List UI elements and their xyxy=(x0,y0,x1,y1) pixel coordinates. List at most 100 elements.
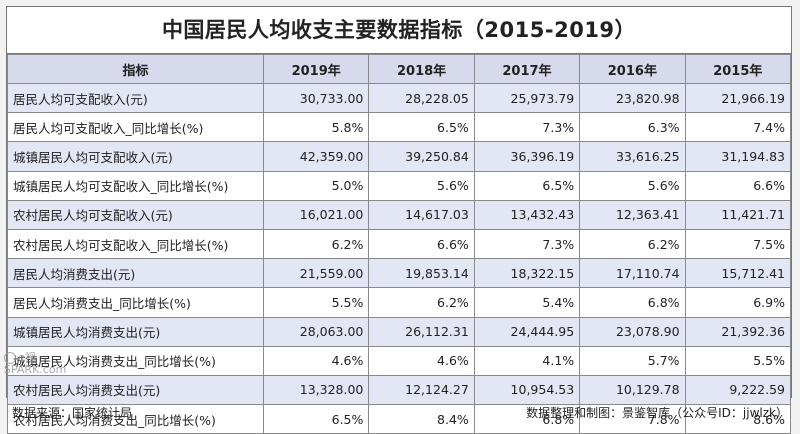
table-header-row: 指标 2019年 2018年 2017年 2016年 2015年 xyxy=(7,54,792,84)
value-cell: 6.5% xyxy=(473,170,581,201)
row-label: 农村居民人均可支配收入_同比增长(%) xyxy=(7,228,264,260)
value-cell: 5.4% xyxy=(473,287,581,318)
value-cell: 7.4% xyxy=(684,112,792,143)
value-cell: 25,973.79 xyxy=(473,82,581,114)
value-cell: 21,966.19 xyxy=(684,82,792,114)
value-cell: 7.8% xyxy=(579,404,686,434)
value-cell: 4.6% xyxy=(262,345,370,376)
value-cell: 6.6% xyxy=(684,170,792,201)
row-label: 城镇居民人均可支配收入_同比增长(%) xyxy=(7,170,264,201)
row-label: 农村居民人均可支配收入(元) xyxy=(7,199,264,230)
header-2017: 2017年 xyxy=(473,54,581,84)
table-row: 城镇居民人均消费支出(元) 28,063.00 26,112.31 24,444.95… xyxy=(7,316,792,347)
row-label: 城镇居民人均可支配收入(元) xyxy=(7,141,264,172)
value-cell: 12,124.27 xyxy=(368,374,475,406)
value-cell: 31,194.83 xyxy=(684,141,792,172)
table-row: 城镇居民人均消费支出_同比增长(%) 4.6% 4.6% 4.1% 5.7% 5.5% xyxy=(7,345,792,376)
header-2016: 2016年 xyxy=(579,54,686,84)
value-cell: 23,820.98 xyxy=(579,82,686,114)
value-cell: 7.5% xyxy=(684,228,792,260)
value-cell: 11,421.71 xyxy=(684,199,792,230)
value-cell: 9,222.59 xyxy=(684,374,792,406)
value-cell: 6.3% xyxy=(579,112,686,143)
row-label: 居民人均消费支出(元) xyxy=(7,258,264,289)
row-label: 城镇居民人均消费支出_同比增长(%) xyxy=(7,345,264,376)
watermark: e视 SPARK.com xyxy=(4,352,66,376)
value-cell: 10,954.53 xyxy=(473,374,581,406)
value-cell: 24,444.95 xyxy=(473,316,581,347)
value-cell: 6.6% xyxy=(368,228,475,260)
table-row: 农村居民人均可支配收入_同比增长(%) 6.2% 6.6% 7.3% 6.2% 7.5% xyxy=(7,228,792,260)
value-cell: 8.6% xyxy=(684,404,792,434)
value-cell: 12,363.41 xyxy=(579,199,686,230)
value-cell: 30,733.00 xyxy=(262,82,370,114)
value-cell: 13,432.43 xyxy=(473,199,581,230)
value-cell: 36,396.19 xyxy=(473,141,581,172)
value-cell: 42,359.00 xyxy=(262,141,370,172)
header-2015: 2015年 xyxy=(684,54,792,84)
value-cell: 6.5% xyxy=(368,112,475,143)
row-label: 居民人均可支配收入(元) xyxy=(7,82,264,114)
value-cell: 6.2% xyxy=(368,287,475,318)
value-cell: 39,250.84 xyxy=(368,141,475,172)
value-cell: 17,110.74 xyxy=(579,258,686,289)
value-cell: 5.0% xyxy=(262,170,370,201)
table-row: 城镇居民人均可支配收入(元) 42,359.00 39,250.84 36,396.1… xyxy=(7,141,792,172)
value-cell: 4.6% xyxy=(368,345,475,376)
value-cell: 28,228.05 xyxy=(368,82,475,114)
value-cell: 6.8% xyxy=(473,404,581,434)
value-cell: 21,392.36 xyxy=(684,316,792,347)
value-cell: 5.8% xyxy=(262,112,370,143)
value-cell: 16,021.00 xyxy=(262,199,370,230)
value-cell: 7.3% xyxy=(473,228,581,260)
watermark-text-top: e视 xyxy=(18,351,36,364)
value-cell: 6.2% xyxy=(579,228,686,260)
watermark-text-bottom: SPARK.com xyxy=(4,363,67,376)
value-cell: 7.3% xyxy=(473,112,581,143)
watermark-logo-icon xyxy=(4,352,16,364)
table-row: 城镇居民人均可支配收入_同比增长(%) 5.0% 5.6% 6.5% 5.6% 6.6% xyxy=(7,170,792,201)
table-row: 居民人均可支配收入_同比增长(%) 5.8% 6.5% 7.3% 6.3% 7.4% xyxy=(7,112,792,143)
value-cell: 5.6% xyxy=(368,170,475,201)
header-2019: 2019年 xyxy=(262,54,370,84)
value-cell: 6.8% xyxy=(579,287,686,318)
value-cell: 5.7% xyxy=(579,345,686,376)
table-row: 居民人均消费支出(元) 21,559.00 19,853.14 18,322.15 17… xyxy=(7,258,792,289)
value-cell: 15,712.41 xyxy=(684,258,792,289)
data-table-frame: 中国居民人均收支主要数据指标（2015-2019） 指标 2019年 2018年… xyxy=(6,6,792,434)
value-cell: 6.9% xyxy=(684,287,792,318)
table-body: 居民人均可支配收入(元) 30,733.00 28,228.05 25,973.79 2… xyxy=(7,82,792,434)
value-cell: 6.2% xyxy=(262,228,370,260)
table-row: 农村居民人均消费支出_同比增长(%) 6.5% 8.4% 6.8% 7.8% 8.6% xyxy=(7,404,792,434)
value-cell: 5.5% xyxy=(684,345,792,376)
value-cell: 4.1% xyxy=(473,345,581,376)
value-cell: 5.6% xyxy=(579,170,686,201)
table-row: 农村居民人均可支配收入(元) 16,021.00 14,617.03 13,432.4… xyxy=(7,199,792,230)
row-label: 城镇居民人均消费支出(元) xyxy=(7,316,264,347)
value-cell: 14,617.03 xyxy=(368,199,475,230)
row-label: 农村居民人均消费支出(元) xyxy=(7,374,264,406)
table-row: 农村居民人均消费支出(元) 13,328.00 12,124.27 10,954.53… xyxy=(7,374,792,406)
row-label: 居民人均可支配收入_同比增长(%) xyxy=(7,112,264,143)
header-2018: 2018年 xyxy=(368,54,475,84)
value-cell: 23,078.90 xyxy=(579,316,686,347)
value-cell: 13,328.00 xyxy=(262,374,370,406)
value-cell: 5.5% xyxy=(262,287,370,318)
value-cell: 28,063.00 xyxy=(262,316,370,347)
row-label: 居民人均消费支出_同比增长(%) xyxy=(7,287,264,318)
table-row: 居民人均可支配收入(元) 30,733.00 28,228.05 25,973.79 2… xyxy=(7,82,792,114)
value-cell: 19,853.14 xyxy=(368,258,475,289)
header-indicator: 指标 xyxy=(7,54,264,84)
chart-credit: 数据整理和制图：景鉴智库（公众号ID：jjwlzk） xyxy=(526,406,788,420)
data-source: 数据来源：国家统计局 xyxy=(12,406,133,420)
table-row: 居民人均消费支出_同比增长(%) 5.5% 6.2% 5.4% 6.8% 6.9% xyxy=(7,287,792,318)
table-title: 中国居民人均收支主要数据指标（2015-2019） xyxy=(7,7,791,54)
value-cell: 33,616.25 xyxy=(579,141,686,172)
data-table: 指标 2019年 2018年 2017年 2016年 2015年 居民人均可支配… xyxy=(7,54,792,434)
value-cell: 26,112.31 xyxy=(368,316,475,347)
footer: 数据来源：国家统计局 数据整理和制图：景鉴智库（公众号ID：jjwlzk） xyxy=(6,402,792,424)
value-cell: 8.4% xyxy=(368,404,475,434)
value-cell: 18,322.15 xyxy=(473,258,581,289)
value-cell: 10,129.78 xyxy=(579,374,686,406)
value-cell: 21,559.00 xyxy=(262,258,370,289)
